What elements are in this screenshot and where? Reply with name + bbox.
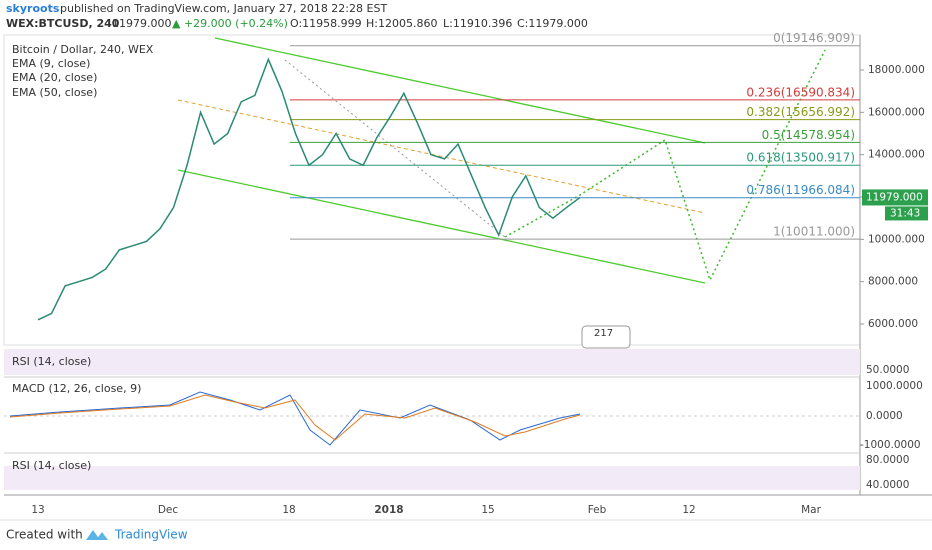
legend-item: Bitcoin / Dollar, 240, WEX [12,43,154,56]
fib-trend [284,59,506,238]
pane-title: RSI (14, close) [12,355,91,368]
published: published on TradingView.com, January 27… [60,2,387,15]
badge[interactable]: 217 [594,328,613,339]
fib-label: 0.618(13500.917) [746,151,855,165]
fib-label: 0(19146.909) [773,31,855,45]
pane-title: MACD (12, 26, close, 9) [12,382,141,395]
legend-item: EMA (50, close) [12,86,97,99]
trend-dashed [177,99,706,214]
brand-logo [86,530,108,540]
channel-upper [214,37,706,144]
y-tick-label: 18000.000 [868,64,925,76]
x-tick-label: Feb [588,504,607,516]
fib-label: 1(10011.000) [773,225,855,239]
fib-label: 0.236(16590.834) [746,85,855,99]
fib-label: 0.786(11966.084) [746,183,855,197]
x-tick-label: 12 [682,504,695,516]
x-tick-label: 2018 [374,504,403,516]
price-line [37,57,581,321]
close: C:11979.000 [517,17,588,30]
pane-tick: 40.0000 [866,479,909,491]
macd-line [9,391,581,446]
channel-lower [177,169,706,284]
open: O:11958.999 [290,17,362,30]
rsi1-pane [4,349,860,375]
x-tick-label: Dec [158,504,179,516]
legend-item: EMA (20, close) [12,71,97,84]
x-tick-label: 15 [481,504,494,516]
symbol: WEX:BTCUSD, 240 [6,17,120,30]
price-tag: 11979.000 [866,191,923,203]
price-tag-box [862,189,928,206]
y-tick-label: 16000.000 [868,106,925,118]
high: H:12005.860 [366,17,437,30]
y-tick-label: 8000.000 [868,276,918,288]
pane-title: RSI (14, close) [12,459,91,472]
pane-tick: 1000.0000 [866,380,923,392]
countdown: 31:43 [890,207,920,219]
footer-brand[interactable]: TradingView [114,528,188,542]
footer-created: Created with [6,528,83,542]
last: 11979.000 [112,17,172,30]
x-tick-label: 18 [282,504,295,516]
change: ▲ +29.000 (+0.24%) [172,17,288,30]
pane-tick: 80.0000 [866,454,909,466]
x-tick-label: Mar [801,504,821,516]
fib-label: 0.382(15656.992) [746,105,855,119]
y-tick-label: 14000.000 [868,149,925,161]
low: L:11910.396 [443,17,512,30]
y-tick-label: 6000.000 [868,318,918,330]
legend-item: EMA (9, close) [12,57,90,70]
signal-line [9,394,581,441]
pane-tick: -1000.0000 [860,439,921,451]
fib-label: 0.5(14578.954) [762,128,855,142]
pane-tick: 50.0000 [866,364,909,376]
countdown-box [885,206,928,221]
y-tick-label: 10000.000 [868,233,925,245]
x-tick-label: 13 [31,504,44,516]
rsi2-band [4,466,860,490]
pane-tick: 0.0000 [866,410,903,422]
badge-box[interactable] [581,325,631,349]
author[interactable]: skyroots [6,2,60,15]
